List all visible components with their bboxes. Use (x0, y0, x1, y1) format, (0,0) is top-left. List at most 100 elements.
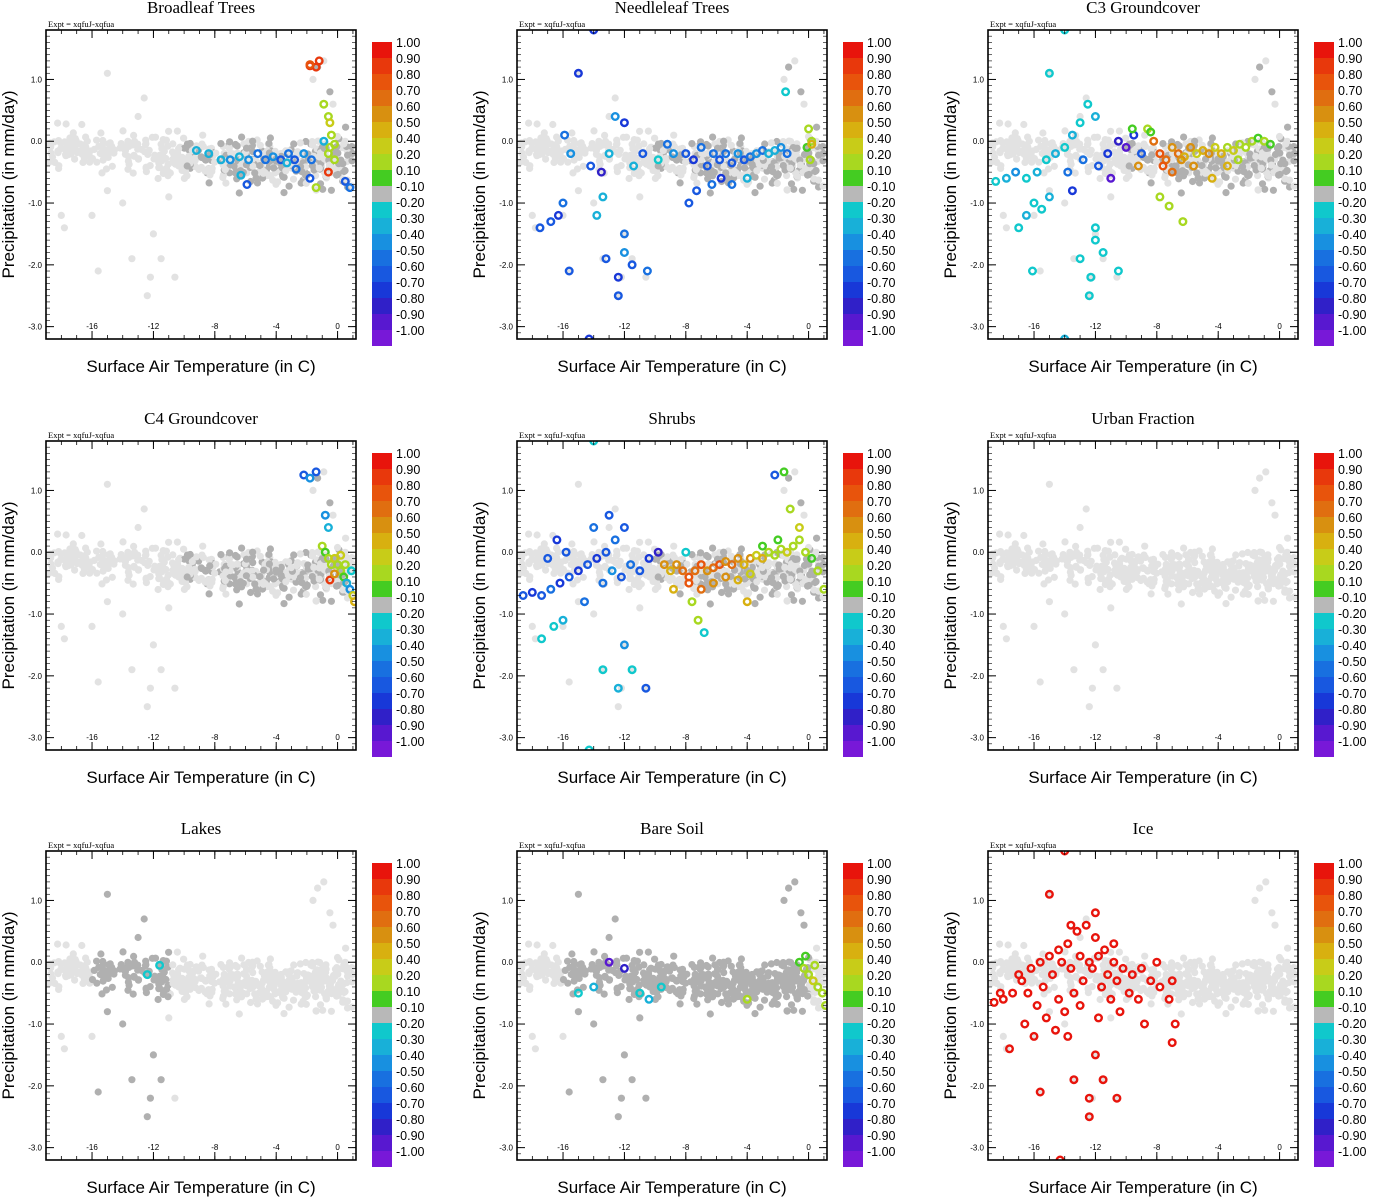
expt-label: Expt = xqfuJ-xqfua (48, 19, 114, 29)
background-point (333, 582, 341, 590)
background-point (798, 186, 807, 194)
background-point (651, 134, 659, 142)
background-point (249, 137, 257, 145)
data-point (619, 229, 629, 239)
background-point (996, 149, 1004, 157)
background-point (540, 540, 548, 548)
colorbar-segment (1314, 677, 1334, 693)
colorbar-segment (843, 565, 863, 581)
background-point (1010, 146, 1018, 154)
background-point (235, 600, 243, 608)
background-point (1251, 75, 1259, 83)
background-point (1127, 152, 1135, 160)
colorbar-segment (372, 122, 392, 138)
background-point (800, 100, 808, 108)
colorbar-label: -0.10 (867, 180, 896, 194)
colorbar-label: -0.60 (396, 260, 425, 274)
background-point (149, 641, 157, 649)
colorbar-label: 0.70 (1338, 84, 1362, 98)
background-point (1139, 564, 1147, 572)
background-point (162, 136, 170, 144)
background-point (1177, 600, 1185, 608)
background-point (730, 169, 739, 177)
background-point (1191, 573, 1199, 581)
background-point (97, 129, 105, 137)
background-point (282, 578, 290, 586)
background-point (533, 150, 541, 158)
background-point (88, 211, 96, 219)
background-point (157, 255, 165, 263)
background-point (1147, 165, 1155, 173)
background-point (238, 544, 246, 552)
data-point (549, 621, 559, 631)
colorbar-label: 0.10 (867, 164, 891, 178)
background-point (242, 572, 250, 580)
background-point (1104, 136, 1112, 144)
data-point (1021, 173, 1031, 183)
colorbar-segment (372, 250, 392, 266)
data-point (558, 198, 568, 208)
background-point (229, 561, 237, 569)
background-point (61, 138, 69, 146)
background-point (727, 141, 735, 149)
background-point (247, 177, 255, 186)
background-point (110, 560, 118, 568)
background-point (1191, 137, 1199, 145)
background-point (119, 538, 127, 546)
colorbar-label: -0.90 (867, 719, 896, 733)
background-point (654, 573, 662, 581)
background-point (46, 158, 53, 166)
background-point (1050, 162, 1058, 170)
y-tick-label: 1.0 (502, 486, 514, 495)
colorbar-label: 0.90 (867, 463, 891, 477)
data-point (598, 665, 608, 675)
background-point (1015, 551, 1023, 559)
data-point (804, 124, 814, 134)
background-point (129, 169, 137, 177)
colorbar-label: 0.40 (867, 132, 891, 146)
colorbar-segment (1314, 581, 1334, 597)
background-point (704, 586, 712, 594)
background-point (1275, 171, 1283, 179)
colorbar-label: 0.50 (1338, 116, 1362, 130)
colorbar-segment (372, 170, 392, 186)
background-point (1275, 132, 1284, 141)
panel-shrubs: Shrubs Expt = xqfuJ-xqfua -16 -12 -8 -4 0 1.0 0.… (470, 409, 896, 787)
background-point (989, 149, 997, 157)
background-point (192, 553, 200, 561)
background-point (1232, 551, 1240, 559)
x-tick-label: -4 (1215, 733, 1223, 742)
background-point (544, 140, 552, 148)
background-point (90, 556, 98, 565)
background-point (1030, 622, 1038, 631)
background-point (1082, 505, 1090, 513)
background-point (290, 573, 298, 581)
background-point (146, 273, 154, 281)
background-point (544, 147, 552, 155)
background-point (310, 563, 318, 572)
colorbar-label: -0.90 (1338, 719, 1367, 733)
background-point (1202, 566, 1210, 574)
colorbar-segment (843, 266, 863, 282)
background-point (550, 158, 558, 166)
data-point (1044, 68, 1054, 78)
colorbar-label: -0.80 (1338, 703, 1367, 717)
background-point (622, 133, 631, 141)
background-point (1271, 511, 1279, 519)
colorbar-segment (843, 202, 863, 218)
data-point (641, 683, 651, 693)
background-point (1024, 544, 1032, 552)
data-point (1178, 217, 1188, 227)
data-point (253, 149, 263, 159)
data-point (708, 149, 718, 159)
background-point (581, 149, 589, 157)
background-point (238, 133, 246, 141)
x-tick-label: -8 (1153, 322, 1161, 331)
background-point (1030, 155, 1039, 163)
background-point (326, 88, 334, 96)
colorbar-segment (1314, 533, 1334, 549)
background-point (517, 569, 524, 577)
background-point (1178, 578, 1187, 586)
colorbar-label: -0.70 (867, 687, 896, 701)
background-point (1252, 563, 1260, 572)
